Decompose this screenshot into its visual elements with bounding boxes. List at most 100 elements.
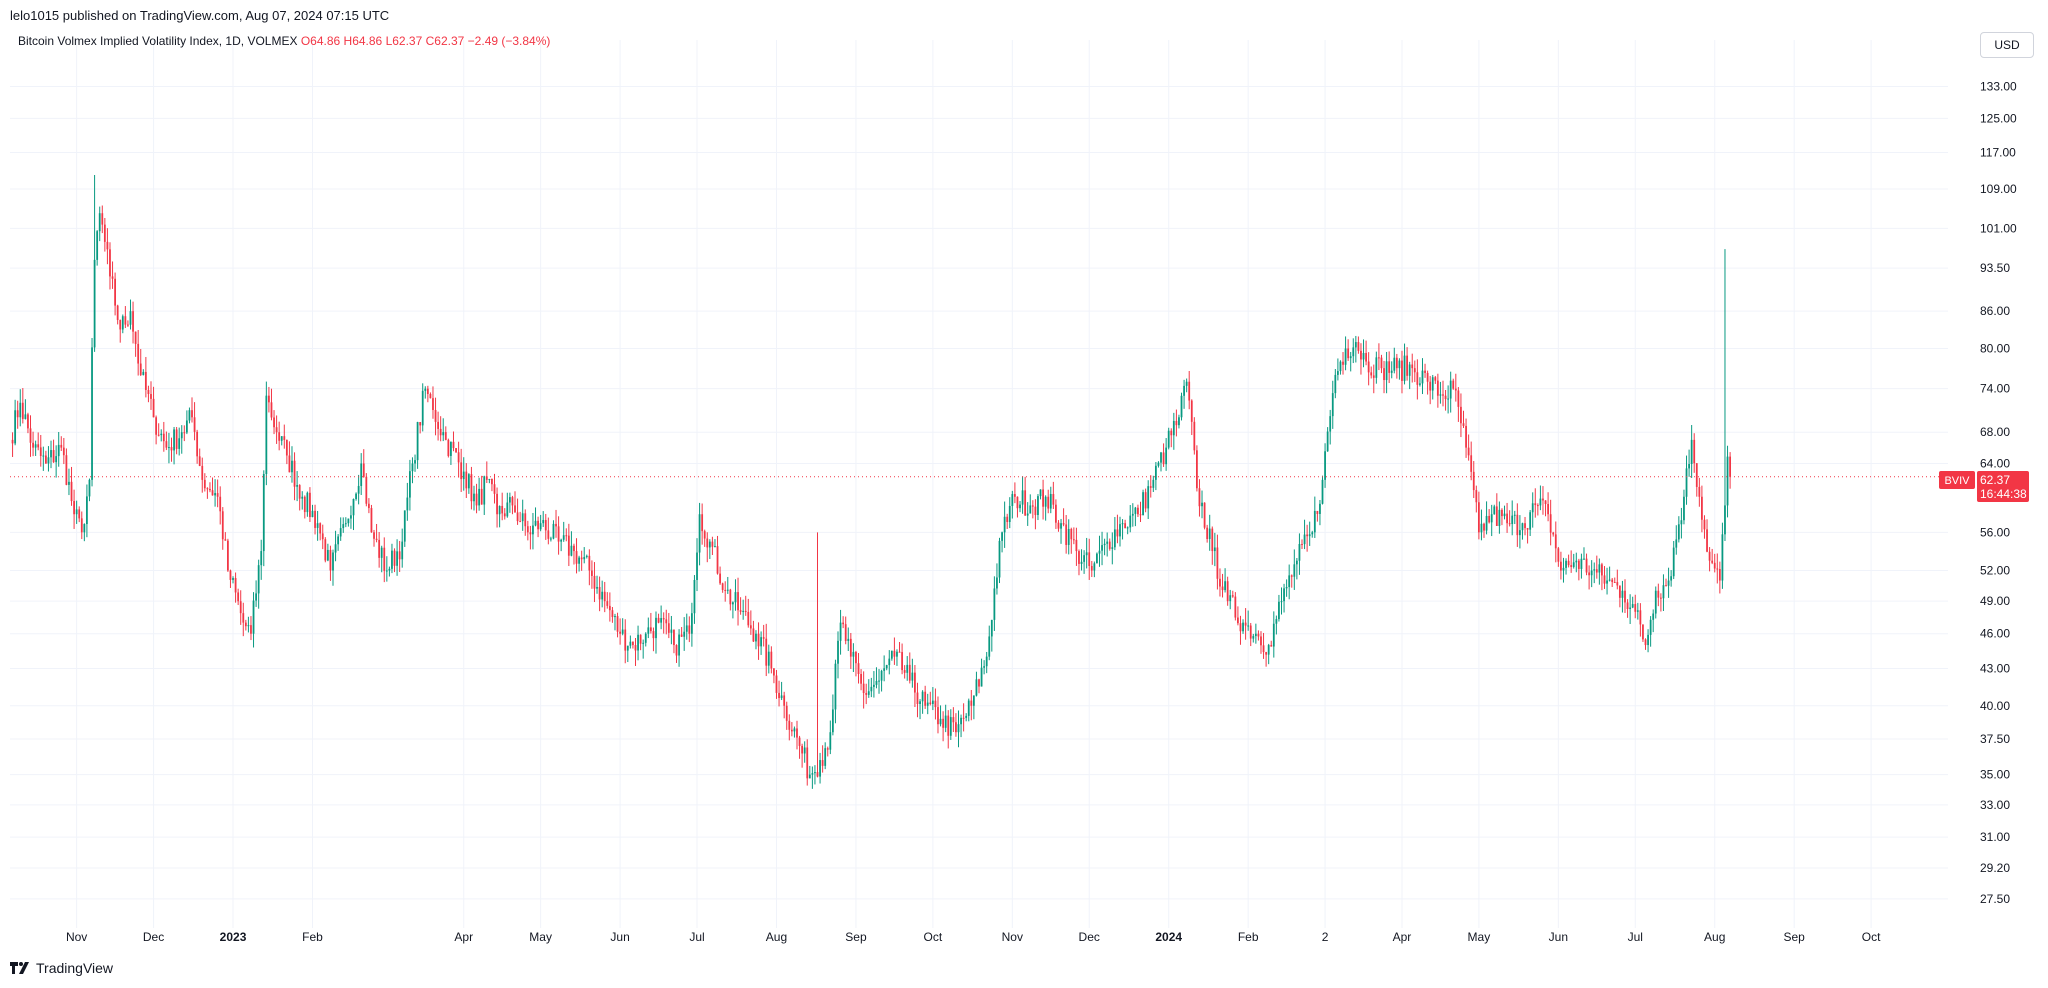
candle-body	[626, 645, 629, 651]
candle-body	[734, 592, 737, 603]
candle-body	[98, 213, 101, 232]
time-tick-label: 2023	[220, 930, 247, 944]
candle-body	[409, 471, 411, 498]
candle-body	[1067, 528, 1070, 545]
candle-body	[1137, 507, 1139, 515]
candle-body	[450, 441, 452, 456]
candle-body	[444, 432, 447, 440]
legend-open: O64.86	[300, 34, 341, 48]
candle-body	[834, 663, 837, 710]
candle-body	[1534, 503, 1537, 506]
candle-body	[1244, 622, 1247, 626]
candle-body	[303, 496, 306, 513]
candle-body	[591, 570, 593, 576]
candle-body	[447, 439, 450, 456]
candle-body	[1372, 375, 1375, 378]
candle-body	[1219, 578, 1221, 587]
candle-body	[549, 538, 552, 540]
candle-body	[221, 511, 224, 540]
time-tick-label: May	[1468, 930, 1491, 944]
symbol-legend: Bitcoin Volmex Implied Volatility Index,…	[18, 34, 550, 48]
candle-body	[1080, 561, 1083, 564]
candle-body	[967, 700, 970, 716]
candle-body	[121, 316, 124, 330]
candle-body	[1180, 395, 1183, 418]
candle-body	[124, 316, 127, 325]
candle-body	[152, 398, 155, 418]
candle-body	[1439, 394, 1442, 396]
candle-body	[1485, 515, 1488, 531]
candle-body	[739, 610, 742, 612]
candle-body	[798, 737, 801, 746]
candle-body	[1001, 532, 1003, 541]
candle-body	[1539, 498, 1542, 506]
candle-body	[62, 447, 65, 456]
candle-body	[614, 616, 616, 618]
candle-body	[1316, 510, 1319, 514]
time-axis[interactable]: Nov Dec 2023 Feb Apr May Jun Jul Aug Sep Oct Nov Dec…	[66, 930, 1881, 944]
time-tick-label: Nov	[66, 930, 87, 944]
candle-body	[839, 622, 842, 641]
price-axis[interactable]: 133.00 125.00 117.00 109.00 101.00 93.50 86.00…	[1980, 79, 2017, 905]
candle-body	[1388, 361, 1391, 373]
candle-body	[1390, 370, 1393, 373]
candle-body	[1085, 552, 1088, 556]
candle-body	[134, 331, 137, 344]
candle-body	[401, 541, 404, 560]
candle-body	[647, 627, 650, 634]
candle-body	[14, 410, 17, 444]
candle-body	[1403, 355, 1406, 381]
candle-body	[1306, 534, 1309, 537]
candle-body	[1583, 558, 1585, 560]
candle-body	[783, 695, 786, 706]
candle-body	[403, 510, 406, 542]
candle-body	[378, 539, 381, 558]
candle-body	[96, 231, 99, 260]
candle-body	[721, 583, 724, 590]
candle-body	[432, 398, 434, 410]
candle-body	[1662, 585, 1665, 599]
candle-body	[857, 663, 860, 675]
candle-body	[1042, 489, 1044, 507]
candle-body	[1526, 528, 1529, 530]
candle-body	[1493, 506, 1496, 515]
candle-body	[1216, 547, 1219, 579]
candle-body	[829, 732, 832, 750]
candle-body	[1160, 452, 1162, 463]
candle-body	[1590, 570, 1593, 576]
candle-body	[1426, 372, 1429, 382]
footer-brand: TradingView	[36, 960, 114, 976]
tradingview-footer[interactable]: TradingView	[10, 960, 113, 976]
candle-body	[296, 485, 299, 487]
candle-body	[1606, 580, 1608, 584]
candle-body	[1670, 576, 1673, 581]
candle-body	[831, 709, 834, 733]
candle-body	[193, 417, 196, 432]
candle-body	[373, 532, 375, 539]
candle-body	[1503, 513, 1506, 517]
candle-body	[1595, 569, 1598, 573]
candle-body	[416, 422, 419, 461]
candle-body	[237, 592, 240, 602]
candle-body	[1380, 357, 1383, 369]
candle-body	[1121, 523, 1124, 525]
candle-body	[506, 502, 509, 517]
candle-body	[1531, 503, 1534, 513]
currency-button[interactable]: USD	[1980, 32, 2034, 58]
candle-body	[998, 540, 1001, 578]
candle-body	[1116, 529, 1119, 537]
candle-body	[719, 573, 721, 584]
candle-body	[629, 641, 632, 646]
candle-body	[852, 651, 855, 657]
candle-body	[326, 549, 329, 561]
price-tag-bg	[1977, 471, 2029, 502]
candle-body	[1690, 439, 1693, 465]
legend-symbol[interactable]: Bitcoin Volmex Implied Volatility Index,…	[18, 34, 298, 48]
candle-body	[960, 717, 962, 725]
candle-body	[1065, 524, 1068, 545]
candle-body	[1280, 601, 1283, 603]
candle-body	[1575, 560, 1578, 563]
time-tick-label: Jun	[1549, 930, 1568, 944]
candle-body	[1129, 515, 1132, 528]
